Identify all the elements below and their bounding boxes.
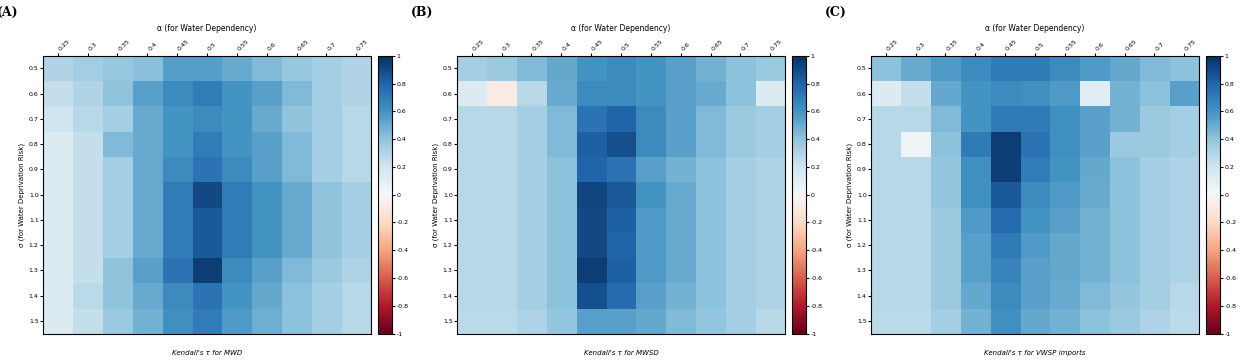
Title: α (for Water Dependency): α (for Water Dependency) xyxy=(158,24,257,33)
Text: Kendall's τ for MWSD: Kendall's τ for MWSD xyxy=(584,350,658,356)
Title: α (for Water Dependency): α (for Water Dependency) xyxy=(571,24,671,33)
Text: (B): (B) xyxy=(411,6,433,19)
Text: Kendall's τ for MWD: Kendall's τ for MWD xyxy=(171,350,242,356)
Y-axis label: σ (for Water Deprivation Risk): σ (for Water Deprivation Risk) xyxy=(432,143,438,247)
Y-axis label: σ (for Water Deprivation Risk): σ (for Water Deprivation Risk) xyxy=(846,143,852,247)
Text: (C): (C) xyxy=(825,6,847,19)
Y-axis label: σ (for Water Deprivation Risk): σ (for Water Deprivation Risk) xyxy=(19,143,25,247)
Title: α (for Water Dependency): α (for Water Dependency) xyxy=(985,24,1084,33)
Text: Kendall's τ for VWSP imports: Kendall's τ for VWSP imports xyxy=(984,350,1086,357)
Text: (A): (A) xyxy=(0,6,19,19)
